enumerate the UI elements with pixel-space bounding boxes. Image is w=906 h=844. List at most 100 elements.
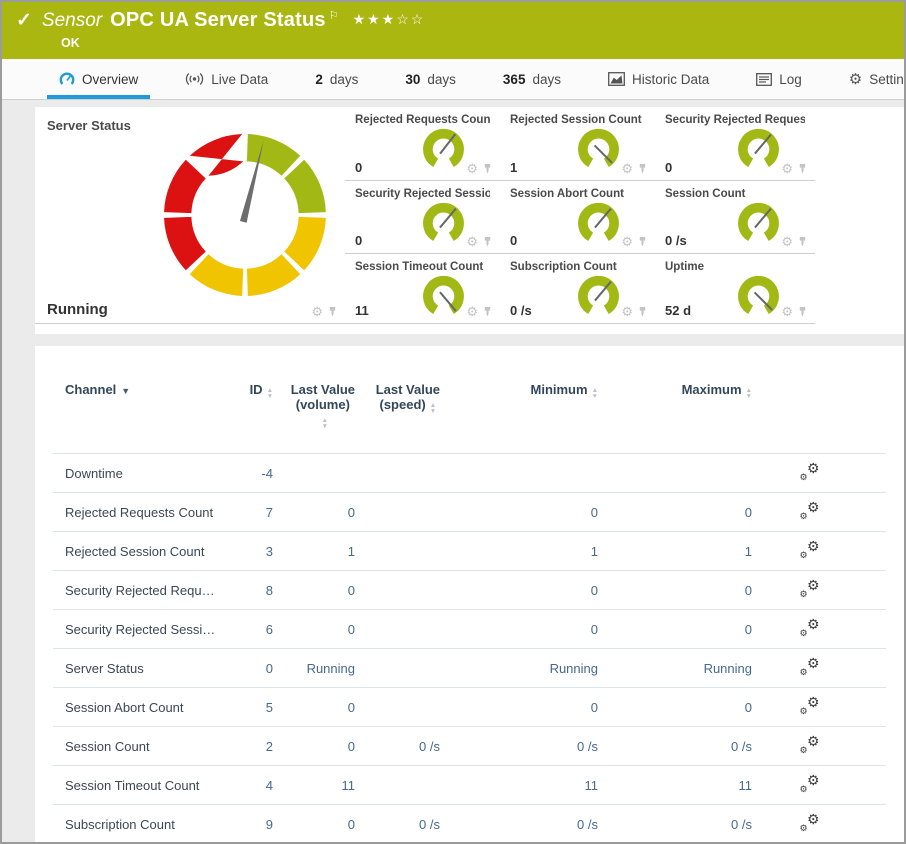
gauge-title: Session Abort Count <box>510 188 624 200</box>
tab-live-data[interactable]: Live Data <box>185 59 268 99</box>
maximum-value: Running <box>598 648 752 688</box>
tab-label: Log <box>779 71 802 87</box>
last-value-speed <box>355 609 440 649</box>
tab-365-days[interactable]: 365 days <box>503 59 561 99</box>
mini-gauge <box>423 129 464 167</box>
last-value-volume: 1 <box>273 531 355 571</box>
gear-icon[interactable]: ⚙ <box>466 161 478 176</box>
edit-channel-gears-icon[interactable]: ⚙ ⚙ <box>799 810 820 833</box>
gear-icon[interactable]: ⚙ <box>781 234 793 249</box>
gauge-needle <box>594 207 612 229</box>
minimum-value: 0 <box>440 570 598 610</box>
gear-icon[interactable]: ⚙ <box>781 161 793 176</box>
tab-number: 30 <box>405 71 421 87</box>
gear-icon[interactable]: ⚙ <box>621 161 633 176</box>
minimum-value: 0 <box>440 492 598 532</box>
channel-name: Subscription Count <box>53 804 218 842</box>
edit-channel-gears-icon[interactable]: ⚙ ⚙ <box>799 537 820 560</box>
pin-icon[interactable] <box>638 236 647 248</box>
gauge-value: 0 /s <box>665 233 687 248</box>
last-value-speed <box>355 531 440 571</box>
minimum-value: 0 /s <box>440 804 598 842</box>
edit-channel-gears-icon[interactable]: ⚙ ⚙ <box>799 732 820 755</box>
sort-icon[interactable]: ▲ ▼ <box>429 402 437 415</box>
area-chart-icon <box>608 72 625 86</box>
sensor-status-text: OK <box>61 36 80 50</box>
pin-icon[interactable] <box>638 163 647 175</box>
gear-icon[interactable]: ⚙ <box>466 304 478 319</box>
tab-number: 365 <box>502 71 526 87</box>
tab-log[interactable]: Log <box>756 59 802 99</box>
table-row: Session Count 2 0 0 /s 0 /s 0 /s ⚙ ⚙ <box>53 726 886 766</box>
table-row: Session Abort Count 5 0 0 0 ⚙ ⚙ <box>53 687 886 727</box>
sort-icon[interactable]: ▲ ▼ <box>591 387 598 400</box>
gauge-tile-rejected-requests-count: Rejected Requests Count 0 ⚙ <box>345 107 500 181</box>
pin-icon[interactable] <box>483 306 492 318</box>
channel-id: 6 <box>218 609 273 649</box>
gear-icon[interactable]: ⚙ <box>466 234 478 249</box>
sort-desc-icon[interactable]: ▼ <box>121 386 131 396</box>
gauge-tile-security-rejected-session-count: Security Rejected Session Co… 0 ⚙ <box>345 181 500 254</box>
channel-id: 0 <box>218 648 273 688</box>
row-filler <box>867 570 886 610</box>
pin-icon[interactable] <box>483 236 492 248</box>
gauge-tile-session-timeout-count: Session Timeout Count 11 ⚙ <box>345 254 500 324</box>
tab-overview[interactable]: Overview <box>46 59 151 99</box>
pin-icon[interactable] <box>798 236 807 248</box>
channel-name: Session Abort Count <box>53 687 218 727</box>
tab-2-days[interactable]: 2 days <box>315 59 358 99</box>
maximum-value: 1 <box>598 531 752 571</box>
edit-channel-gears-icon[interactable]: ⚙ ⚙ <box>799 771 820 794</box>
channel-name: Security Rejected Sessi… <box>53 609 218 649</box>
tab-bar: Overview Live Data 2 days 30 days 365 da… <box>2 59 904 100</box>
column-header-last-value-speed[interactable]: Last Value (speed) ▲ ▼ <box>375 382 440 415</box>
tab-settings[interactable]: ⚙ Settings <box>849 59 904 99</box>
pin-icon[interactable] <box>798 306 807 318</box>
server-status-gauge <box>164 134 326 296</box>
edit-channel-gears-icon[interactable]: ⚙ ⚙ <box>799 459 820 482</box>
tab-label: Overview <box>82 71 139 87</box>
table-row: Server Status 0 Running Running Running … <box>53 648 886 688</box>
pin-icon[interactable] <box>483 163 492 175</box>
maximum-value: 0 <box>598 492 752 532</box>
gear-icon[interactable]: ⚙ <box>311 304 323 319</box>
last-value-volume: 0 <box>273 804 355 842</box>
edit-channel-gears-icon[interactable]: ⚙ ⚙ <box>799 615 820 638</box>
gauge-icon <box>59 72 75 85</box>
column-header-id[interactable]: ID ▲ ▼ <box>249 382 273 400</box>
sort-icon[interactable]: ▲ ▼ <box>321 417 329 430</box>
channel-name: Downtime <box>53 453 218 493</box>
channel-id: 9 <box>218 804 273 842</box>
gauge-title: Session Count <box>665 188 746 200</box>
pin-icon[interactable] <box>328 306 337 318</box>
tab-number: 2 <box>315 71 323 87</box>
column-header-maximum[interactable]: Maximum ▲ ▼ <box>681 382 752 400</box>
column-header-last-value-volume[interactable]: Last Value (volume) ▲ ▼ <box>290 382 355 430</box>
gauge-value: 11 <box>355 303 369 318</box>
row-filler <box>867 687 886 727</box>
gear-icon[interactable]: ⚙ <box>621 234 633 249</box>
pin-icon[interactable] <box>798 163 807 175</box>
gauge-value: Running <box>47 301 108 318</box>
gauge-needle <box>594 280 612 302</box>
maximum-value: 0 /s <box>598 804 752 842</box>
edit-channel-gears-icon[interactable]: ⚙ ⚙ <box>799 576 820 599</box>
last-value-speed <box>355 687 440 727</box>
edit-channel-gears-icon[interactable]: ⚙ ⚙ <box>799 654 820 677</box>
flag-icon[interactable]: ⚐ <box>328 10 339 22</box>
panel-filler <box>815 107 904 181</box>
edit-channel-gears-icon[interactable]: ⚙ ⚙ <box>799 498 820 521</box>
sort-icon[interactable]: ▲ ▼ <box>745 387 752 400</box>
gear-icon[interactable]: ⚙ <box>621 304 633 319</box>
column-header-minimum[interactable]: Minimum ▲ ▼ <box>530 382 599 400</box>
sort-icon[interactable]: ▲ ▼ <box>266 387 273 400</box>
tab-30-days[interactable]: 30 days <box>405 59 456 99</box>
edit-channel-gears-icon[interactable]: ⚙ ⚙ <box>799 693 820 716</box>
panel-filler <box>815 181 904 254</box>
last-value-volume: 0 <box>273 687 355 727</box>
gear-icon[interactable]: ⚙ <box>781 304 793 319</box>
tab-historic-data[interactable]: Historic Data <box>608 59 709 99</box>
priority-stars[interactable]: ★★★☆☆ <box>352 11 426 27</box>
column-header-channel[interactable]: Channel ▼ <box>65 382 131 397</box>
pin-icon[interactable] <box>638 306 647 318</box>
